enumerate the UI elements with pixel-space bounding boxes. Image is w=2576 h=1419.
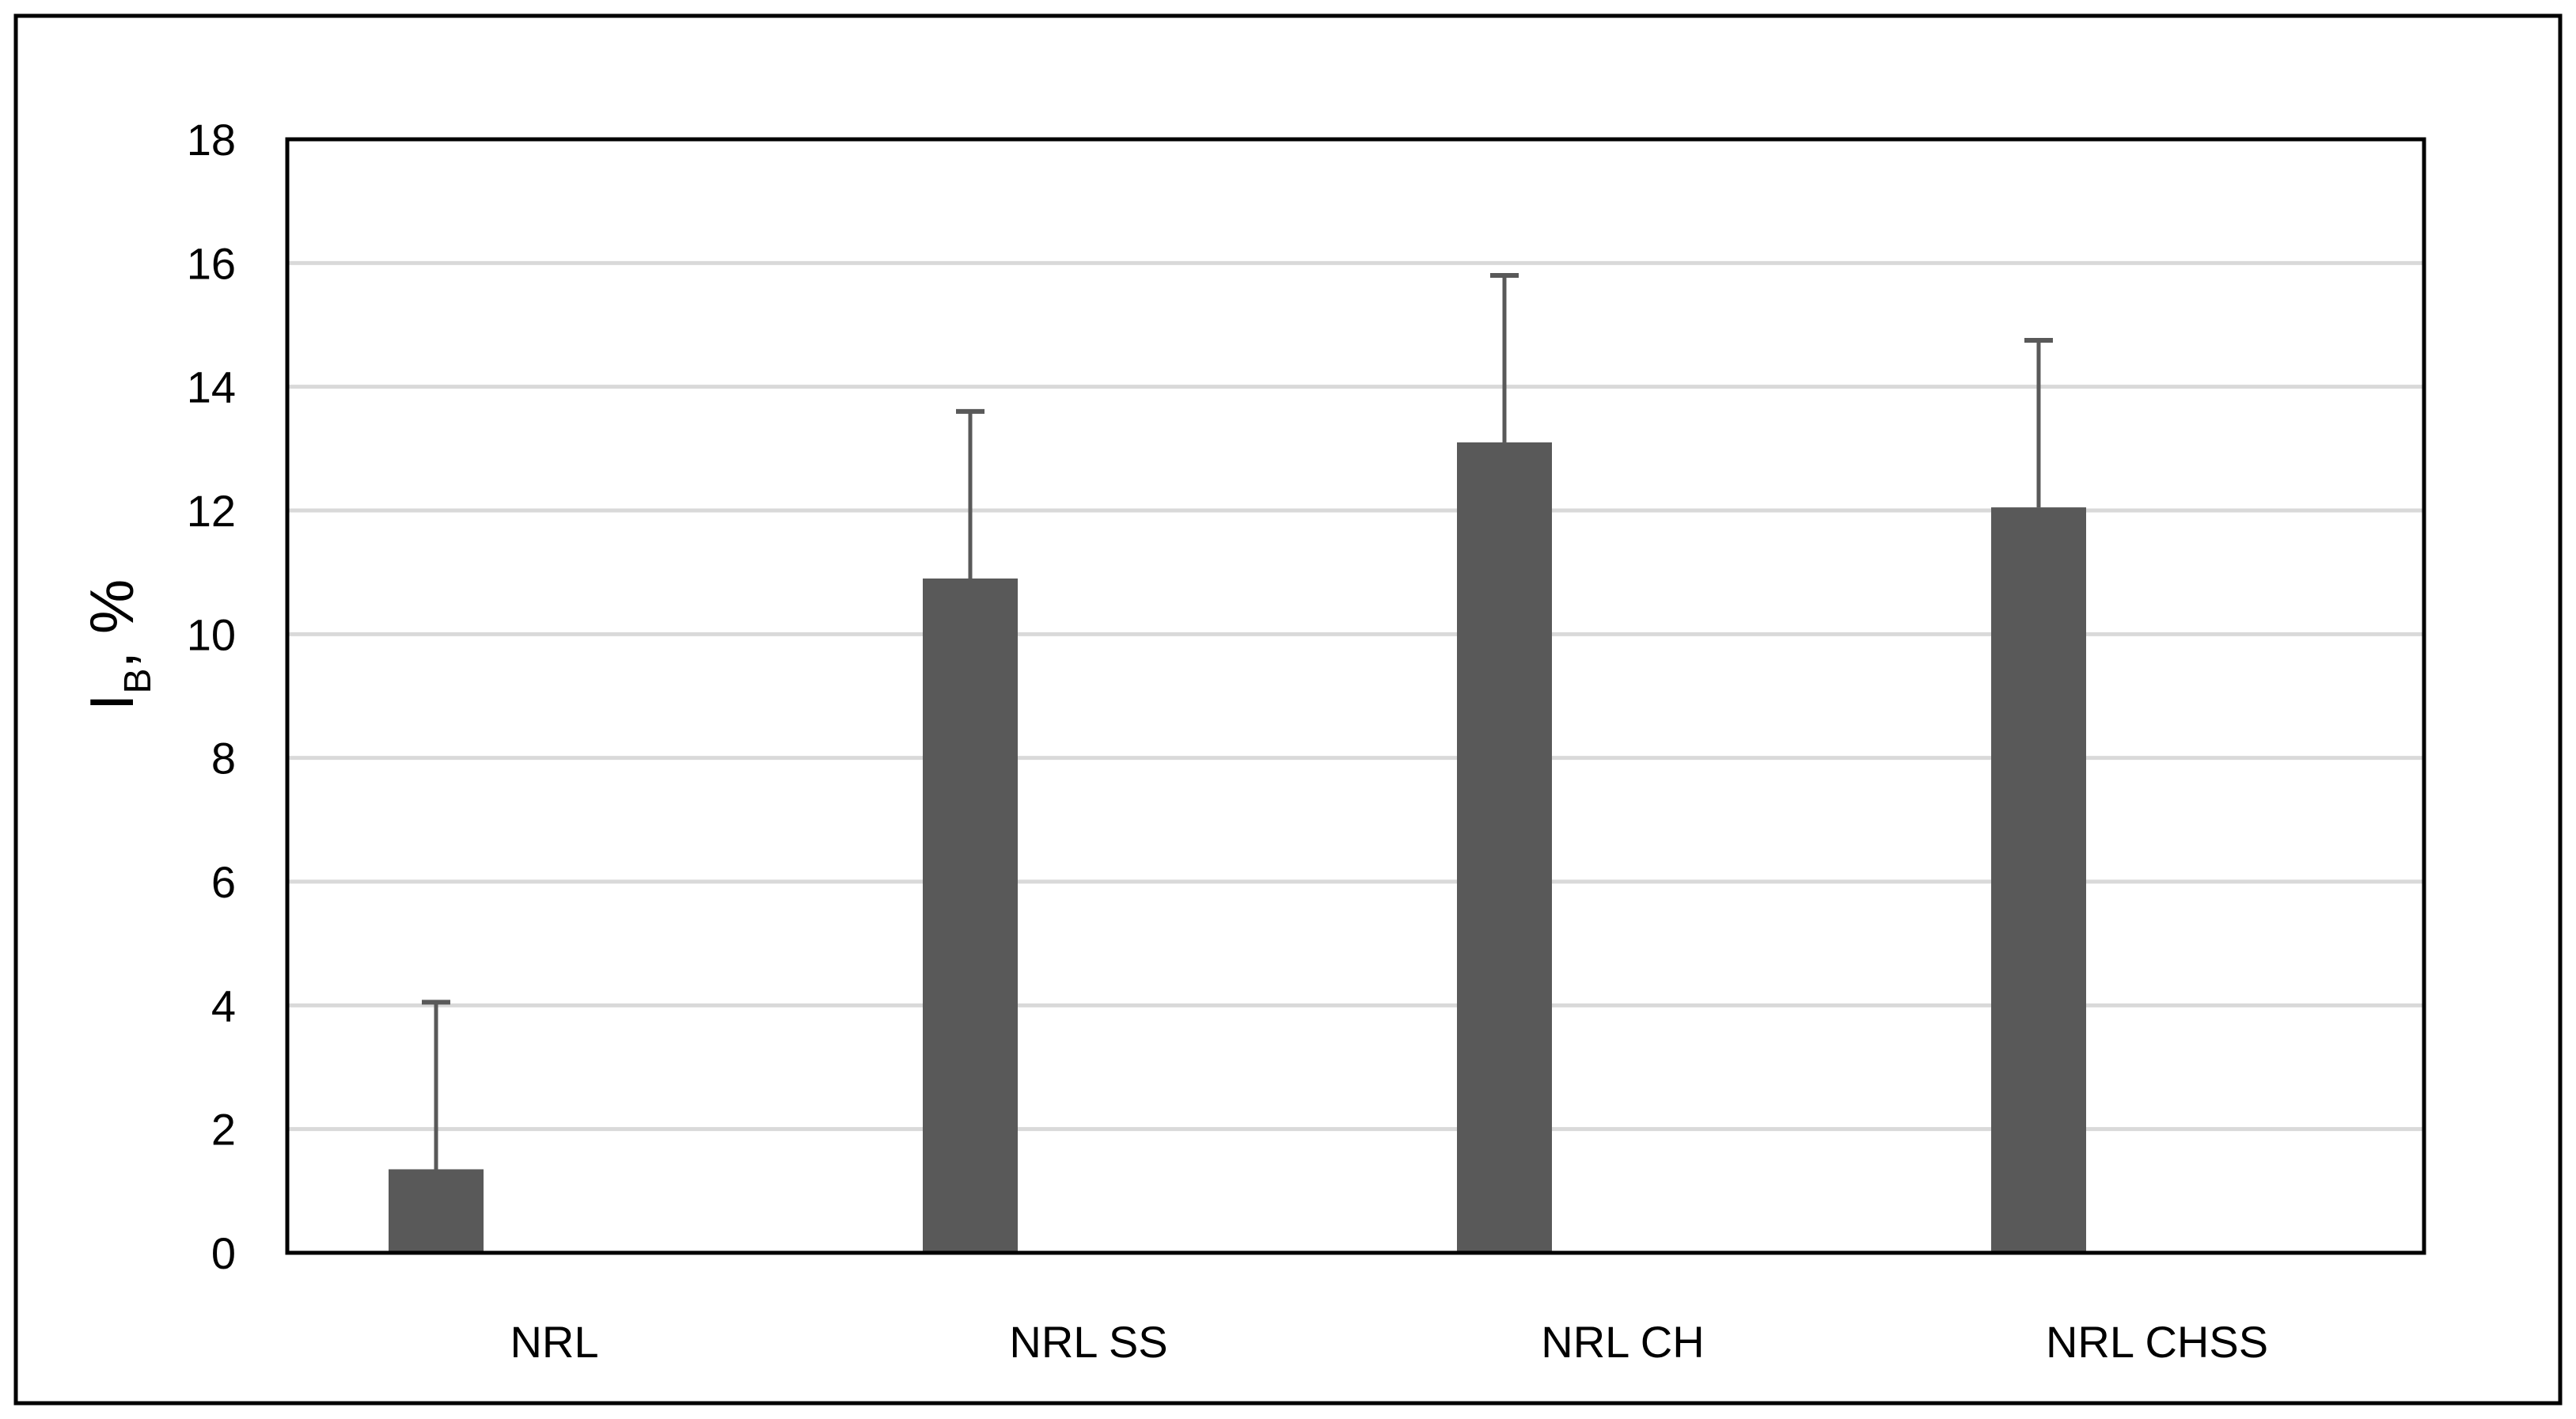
y-tick-label: 4 bbox=[211, 981, 236, 1030]
y-tick-label: 16 bbox=[187, 238, 236, 288]
plot-area-frame bbox=[285, 137, 2426, 1255]
y-tick-label: 18 bbox=[187, 115, 236, 165]
y-tick-label: 6 bbox=[211, 857, 236, 907]
y-axis-title-main: I bbox=[77, 694, 146, 711]
bar bbox=[389, 1169, 484, 1253]
y-tick-label: 12 bbox=[187, 486, 236, 536]
error-bar bbox=[2024, 338, 2053, 508]
y-tick-label: 2 bbox=[211, 1105, 236, 1155]
y-tick-label: 14 bbox=[187, 362, 236, 412]
y-tick-label: 8 bbox=[211, 734, 236, 783]
y-axis-title: IB, % bbox=[77, 579, 159, 711]
error-bars bbox=[422, 272, 2053, 1170]
error-bar bbox=[1490, 272, 1519, 443]
x-tick-label: NRL SS bbox=[1009, 1317, 1167, 1367]
error-bar bbox=[422, 1000, 450, 1170]
y-tick-labels: 0 2 4 6 8 10 12 14 16 18 bbox=[187, 115, 236, 1278]
bars bbox=[389, 442, 2086, 1253]
y-axis-title-suffix: , % bbox=[77, 579, 146, 669]
x-tick-label: NRL bbox=[510, 1317, 598, 1367]
y-axis-title-subscript: B bbox=[117, 669, 159, 694]
x-tick-label: NRL CHSS bbox=[2046, 1317, 2268, 1367]
y-tick-label: 0 bbox=[211, 1228, 236, 1278]
bar bbox=[1457, 442, 1552, 1253]
y-tick-label: 10 bbox=[187, 609, 236, 659]
error-bar bbox=[956, 408, 984, 579]
x-tick-label: NRL CH bbox=[1541, 1317, 1704, 1367]
bar bbox=[1991, 507, 2086, 1253]
x-tick-labels: NRL NRL SS NRL CH NRL CHSS bbox=[510, 1317, 2268, 1367]
bar bbox=[923, 578, 1018, 1253]
